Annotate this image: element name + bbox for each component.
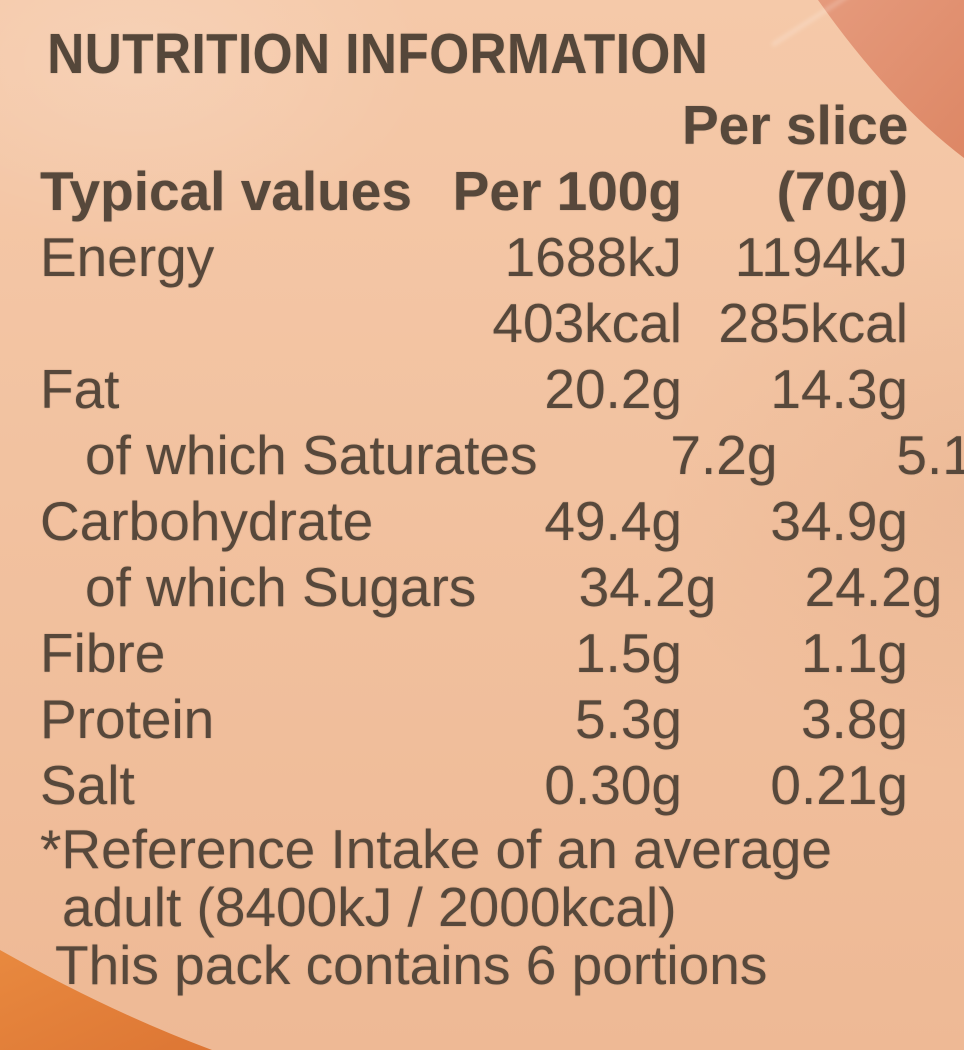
corner-accent-top-right (818, 0, 964, 158)
nutrient-name: of which Saturates (85, 424, 538, 486)
per-slice-value: 0.21g (770, 754, 908, 816)
per-100g-value: 49.4g (544, 490, 682, 552)
nutrient-name: Protein (40, 688, 215, 750)
per-100g-value: 1688kJ (504, 226, 682, 288)
nutrient-row-energy-kcal: 403kcal 285kcal (40, 290, 908, 356)
per-slice-value: 1194kJ (734, 226, 908, 288)
footnotes: *Reference Intake of an average adult (8… (40, 820, 908, 994)
col-header-per-slice: Per slice (682, 94, 909, 156)
per-100g-value: 0.30g (544, 754, 682, 816)
per-slice-header-row: Per slice (40, 92, 908, 158)
spacer (40, 92, 442, 158)
footnote-line: *Reference Intake of an average (40, 818, 832, 880)
corner-accent-bottom-left (0, 950, 212, 1050)
per-slice-value: 285kcal (718, 292, 908, 354)
col-header-per-slice-weight: (70g) (776, 160, 908, 222)
footnote-line: This pack contains 6 portions (55, 934, 768, 996)
nutrient-name: of which Sugars (85, 556, 477, 618)
nutrient-row-carbohydrate: Carbohydrate 49.4g 34.9g (40, 488, 908, 554)
col-header-per-100g: Per 100g (452, 160, 682, 222)
nutrient-row-saturates: of which Saturates 7.2g 5.1g (40, 422, 964, 488)
label-content: NUTRITION INFORMATION Per slice Typical … (40, 22, 964, 994)
footnote-line: adult (8400kJ / 2000kcal) (62, 876, 677, 938)
per-100g-value: 20.2g (544, 358, 682, 420)
nutrient-name: Fat (40, 358, 120, 420)
per-100g-value: 34.2g (578, 556, 717, 618)
per-100g-value: 1.5g (574, 622, 682, 684)
column-header-row: Typical values Per 100g (70g) (40, 158, 908, 224)
nutrient-row-sugars: of which Sugars 34.2g 24.2g (40, 554, 942, 620)
nutrient-name: Energy (40, 226, 215, 288)
nutrient-row-fibre: Fibre 1.5g 1.1g (40, 620, 908, 686)
per-100g-value: 7.2g (670, 424, 778, 486)
per-slice-value: 24.2g (804, 556, 943, 618)
nutrient-row-energy-kj: Energy 1688kJ 1194kJ (40, 224, 908, 290)
nutrient-row-salt: Salt 0.30g 0.21g (40, 752, 908, 818)
per-100g-value: 403kcal (492, 292, 682, 354)
nutrient-name: Carbohydrate (40, 490, 374, 552)
per-slice-value: 3.8g (800, 688, 908, 750)
nutrient-row-protein: Protein 5.3g 3.8g (40, 686, 908, 752)
nutrient-row-fat: Fat 20.2g 14.3g (40, 356, 908, 422)
label-title: NUTRITION INFORMATION (47, 22, 709, 86)
nutrient-name: Salt (40, 754, 135, 816)
nutrient-name: Fibre (40, 622, 166, 684)
spacer (442, 92, 682, 158)
per-slice-value: 1.1g (800, 622, 908, 684)
per-slice-value: 34.9g (770, 490, 908, 552)
col-header-typical-values: Typical values (40, 160, 412, 222)
per-100g-value: 5.3g (574, 688, 682, 750)
nutrient-name (40, 290, 442, 356)
per-slice-value: 14.3g (770, 358, 908, 420)
per-slice-value: 5.1g (896, 424, 964, 486)
